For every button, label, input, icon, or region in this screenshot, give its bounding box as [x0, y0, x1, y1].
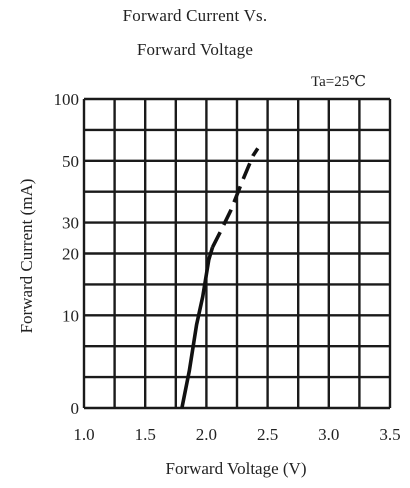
- y-tick-label: 10: [62, 306, 79, 325]
- forward-current-curve-dashed: [210, 147, 260, 249]
- y-tick-label: 30: [62, 214, 79, 233]
- y-tick-label: 0: [71, 399, 80, 418]
- x-tick-label: 2.5: [257, 425, 278, 444]
- x-tick-label: 2.0: [196, 425, 217, 444]
- y-axis-label: Forward Current (mA): [17, 179, 36, 334]
- y-tick-label: 50: [62, 152, 79, 171]
- y-tick-label: 20: [62, 245, 79, 264]
- chart-title-line-2: Forward Voltage: [136, 40, 254, 59]
- temperature-condition-label: Ta=25℃: [311, 74, 366, 90]
- x-tick-label: 3.5: [379, 425, 400, 444]
- y-tick-labels: 0 10 20 30 50 100: [54, 90, 80, 418]
- x-tick-label: 1.0: [73, 425, 94, 444]
- x-tick-labels: 1.0 1.5 2.0 2.5 3.0 3.5: [73, 425, 400, 444]
- x-tick-label: 3.0: [318, 425, 339, 444]
- chart-grid: [82, 97, 392, 410]
- forward-current-curve-solid: [180, 246, 215, 409]
- x-axis-label: Forward Voltage (V): [165, 459, 306, 478]
- y-tick-label: 100: [54, 90, 80, 109]
- x-tick-label: 1.5: [135, 425, 156, 444]
- chart-title-line-1: Forward Current Vs.: [122, 6, 268, 25]
- chart-curves: [180, 147, 260, 409]
